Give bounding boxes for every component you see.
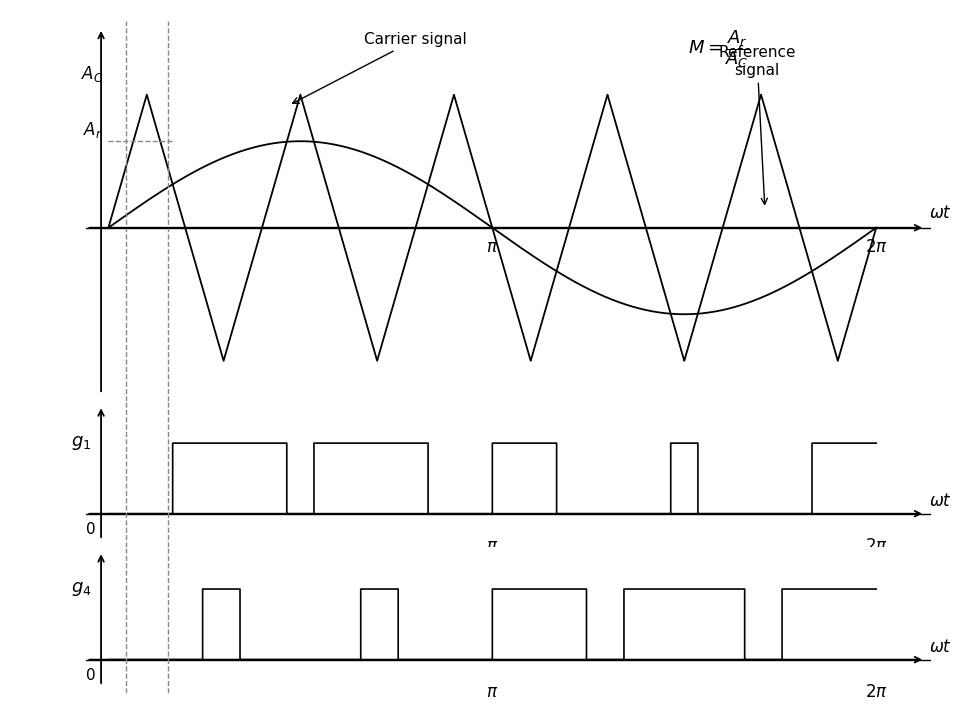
Text: $2\pi$: $2\pi$	[865, 683, 888, 701]
Text: $2\pi$: $2\pi$	[865, 238, 888, 256]
Text: $\omega t$: $\omega t$	[928, 492, 951, 510]
Text: $A_C$: $A_C$	[82, 64, 104, 84]
Text: $\pi$: $\pi$	[486, 238, 498, 256]
Text: $M = \dfrac{A_r}{A_C}$: $M = \dfrac{A_r}{A_C}$	[688, 28, 750, 70]
Text: $g_4$: $g_4$	[71, 580, 92, 598]
Text: Reference
signal: Reference signal	[718, 45, 796, 204]
Text: $g_1$: $g_1$	[71, 434, 91, 452]
Text: $A_r$: $A_r$	[83, 120, 103, 140]
Text: Carrier signal: Carrier signal	[293, 32, 467, 104]
Text: 0: 0	[86, 522, 96, 537]
Text: 0: 0	[86, 668, 96, 683]
Text: $2\pi$: $2\pi$	[865, 537, 888, 555]
Text: $\pi$: $\pi$	[486, 537, 498, 555]
Text: $\omega t$: $\omega t$	[928, 204, 951, 222]
Text: $\pi$: $\pi$	[486, 683, 498, 701]
Text: $\omega t$: $\omega t$	[928, 638, 951, 656]
